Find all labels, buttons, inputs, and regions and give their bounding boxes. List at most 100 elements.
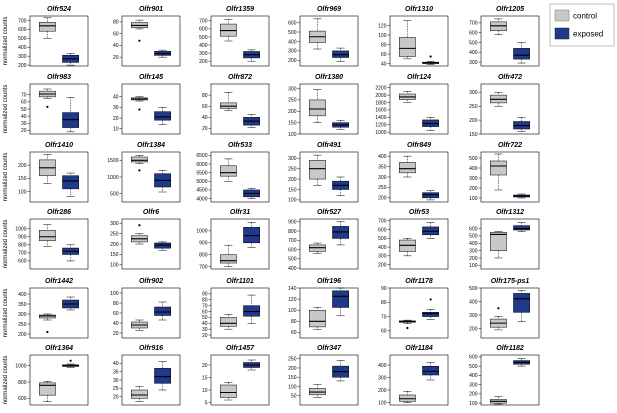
y-tick-label: 600 [18, 396, 27, 402]
y-tick-label: 200 [288, 177, 297, 183]
y-tick-label: 40 [202, 321, 208, 327]
y-tick-label: 20 [202, 126, 208, 132]
y-tick-label: 30 [113, 105, 119, 111]
panel-frame [210, 151, 270, 203]
y-tick-label: 200 [378, 262, 387, 268]
box-iqr [309, 309, 326, 328]
y-tick-label: 4500 [196, 188, 207, 194]
y-tick-label: 100 [288, 308, 297, 314]
y-tick-label: 500 [378, 236, 387, 242]
outlier-point [429, 55, 432, 58]
panel-title: Olfr524 [47, 6, 71, 13]
y-tick-label: 100 [18, 189, 27, 195]
box-exposed [243, 294, 260, 324]
outlier-point [138, 224, 141, 227]
y-tick-label: 300 [378, 254, 387, 260]
box-control [220, 314, 237, 330]
box-exposed [332, 176, 349, 196]
y-tick-label: 600 [18, 27, 27, 33]
y-tick-label: 400 [18, 292, 27, 298]
y-tick-label: 300 [469, 382, 478, 388]
panel-olfr1310: Olfr1310 40 60 80 100 120 [378, 6, 449, 67]
panel-olfr872: Olfr872 20 40 60 80 [202, 74, 270, 135]
panel-frame [299, 287, 359, 339]
y-tick-label: 50 [291, 394, 297, 400]
panel-frame [29, 83, 89, 135]
box-control [490, 396, 507, 405]
y-tick-label: 200 [469, 186, 478, 192]
y-tick-label: 300 [469, 248, 478, 254]
y-tick-label: 300 [18, 312, 27, 318]
y-tick-label: 250 [288, 166, 297, 172]
y-tick-label: 100 [469, 401, 478, 407]
y-tick-label: 200 [378, 388, 387, 394]
panel-olfr1359: Olfr1359 200 300 400 500 600 700 [199, 6, 270, 67]
box-control [39, 88, 56, 108]
y-tick-label: 30 [113, 378, 119, 384]
y-tick-label: 300 [288, 86, 297, 92]
y-tick-label: 10 [113, 126, 119, 132]
box-iqr [154, 368, 171, 384]
y-tick-label: 200 [288, 109, 297, 115]
y-tick-label: 600 [378, 227, 387, 233]
panel-title: Olfr1359 [226, 6, 254, 13]
box-exposed [513, 42, 530, 64]
panel-frame [389, 83, 449, 135]
outlier-point [69, 359, 72, 362]
y-tick-label: 600 [199, 27, 208, 33]
panel-olfr1184: Olfr1184 100 200 300 400 [378, 345, 449, 406]
y-tick-label: 1000 [375, 130, 386, 136]
box-exposed [154, 301, 171, 321]
panel-olfr916: Olfr916 20 25 30 35 40 [113, 345, 181, 406]
panel-title: Olfr533 [228, 142, 252, 149]
box-control [131, 319, 148, 331]
outlier-point [429, 298, 432, 301]
panel-olfr1380: Olfr1380 100 150 200 250 300 [288, 74, 359, 138]
box-control [39, 313, 56, 334]
y-tick-label: 500 [199, 35, 208, 41]
box-exposed [154, 170, 171, 193]
y-tick-label: 1000 [15, 363, 26, 369]
y-tick-label: 300 [288, 156, 297, 162]
y-tick-label: 800 [288, 229, 297, 235]
box-exposed [243, 114, 260, 128]
y-tick-label: 600 [18, 259, 27, 265]
box-iqr [513, 225, 530, 231]
box-control [131, 224, 148, 245]
y-tick-label: 400 [378, 245, 387, 251]
y-tick-label: 80 [381, 42, 387, 48]
panel-frame [121, 354, 181, 406]
y-tick-label: 60 [291, 330, 297, 336]
y-tick-label: 200 [469, 256, 478, 262]
box-exposed [62, 359, 79, 368]
y-tick-label: 20 [202, 333, 208, 339]
y-tick-label: 400 [288, 266, 297, 272]
panel-frame [29, 354, 89, 406]
panel-frame [121, 287, 181, 339]
y-tick-label: 140 [288, 286, 297, 292]
y-tick-label: 40 [202, 115, 208, 121]
y-tick-label: 60 [113, 31, 119, 37]
y-tick-label: 1600 [375, 108, 386, 114]
box-control [309, 384, 326, 398]
y-tick-label: 70 [21, 93, 27, 99]
box-exposed [243, 49, 260, 62]
panel-title: Olfr196 [317, 278, 341, 285]
panel-olfr849: Olfr849 200 250 300 350 400 [378, 142, 449, 203]
box-exposed [243, 222, 260, 248]
panel-title: Olfr31 [230, 209, 250, 216]
y-tick-label: 1500 [107, 158, 118, 164]
y-tick-label: 400 [378, 154, 387, 160]
y-tick-label: 70 [202, 303, 208, 309]
box-control [309, 242, 326, 254]
y-tick-label: 200 [469, 392, 478, 398]
box-control [309, 18, 326, 50]
panel-frame [299, 83, 359, 135]
y-tick-label: 2200 [375, 86, 386, 92]
panel-title: Olfr1364 [45, 345, 73, 352]
box-control [131, 386, 148, 402]
y-tick-label: 20 [21, 128, 27, 134]
y-tick-label: 600 [288, 20, 297, 26]
panel-title: Olfr1380 [315, 74, 343, 81]
panel-title: Olfr491 [317, 142, 341, 149]
